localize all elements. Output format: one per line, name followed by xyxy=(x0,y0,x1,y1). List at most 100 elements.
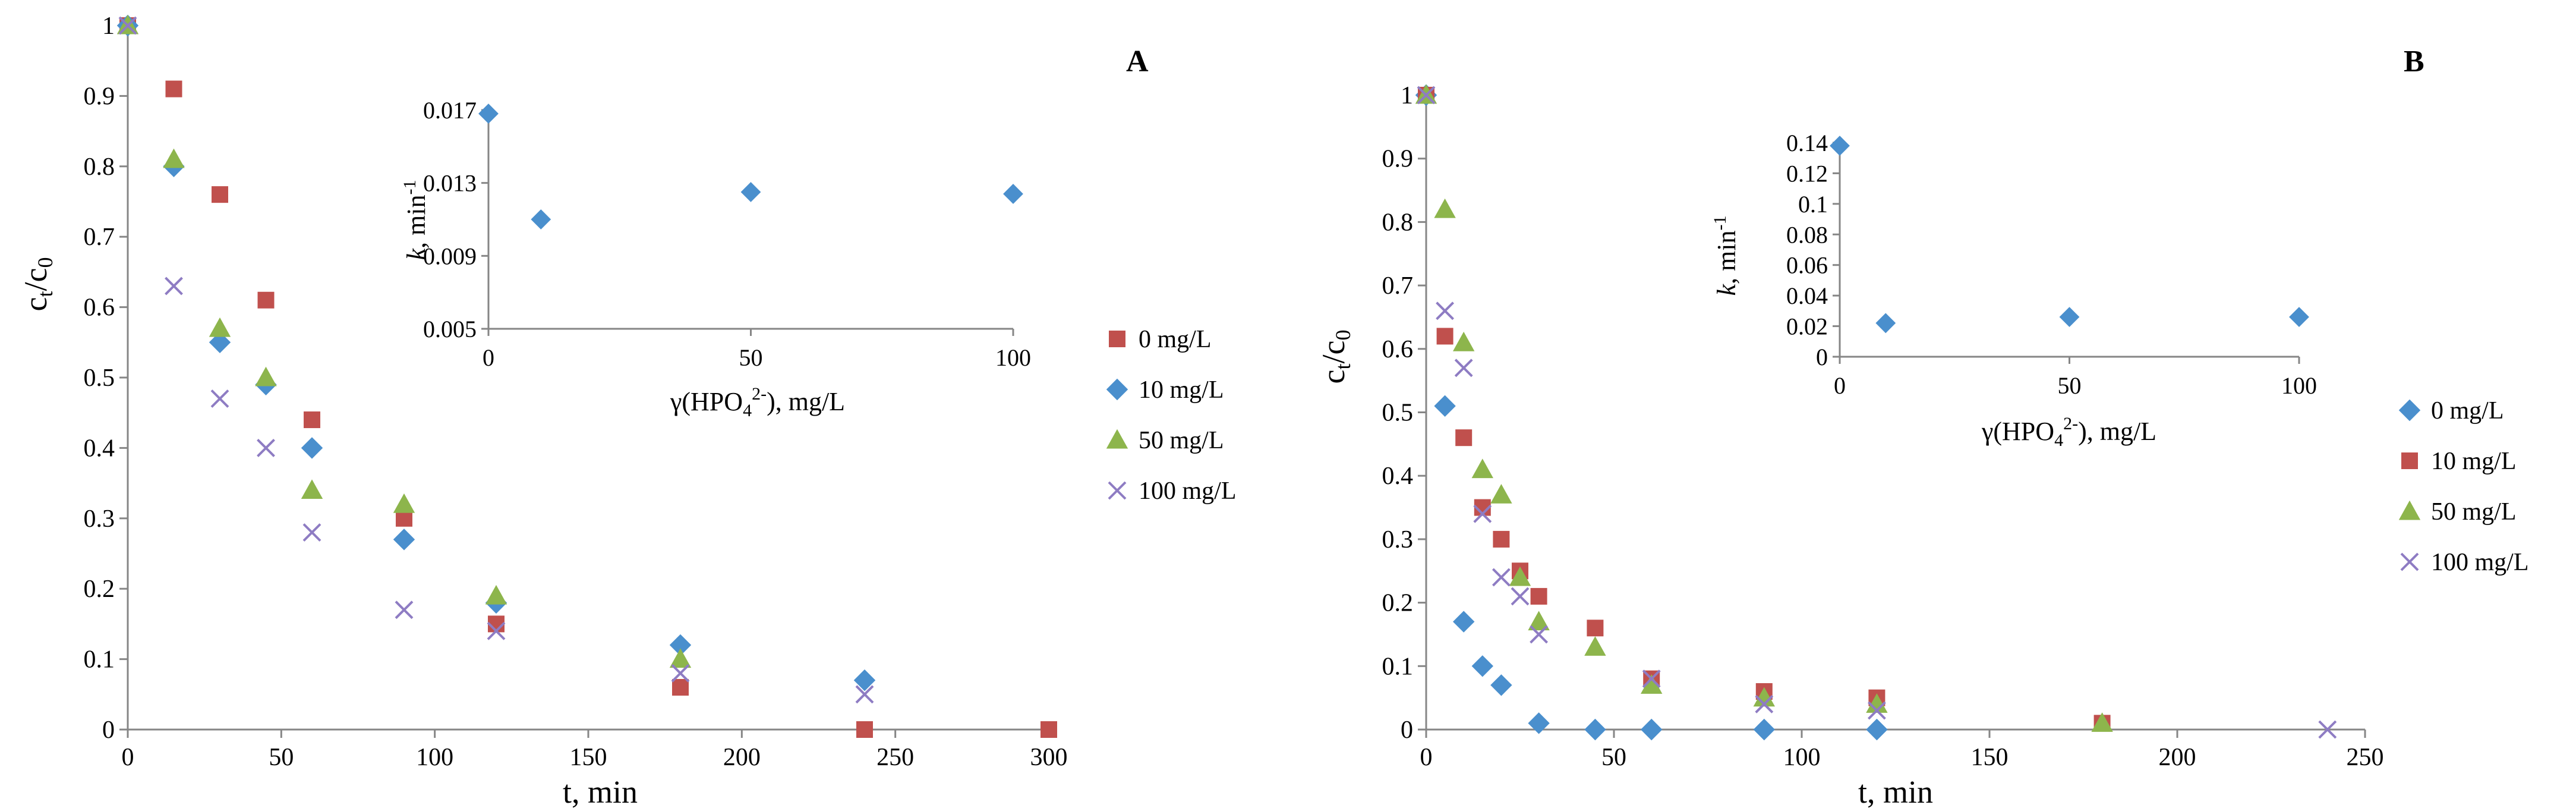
panel-b-inset-x-tick-label: 100 xyxy=(2281,372,2317,399)
panel-b-inset-points xyxy=(1830,136,2309,334)
panel-b-x-tick-label: 150 xyxy=(1971,744,2009,771)
panel-b-point xyxy=(1454,359,1473,378)
panel-a-x-tick-label: 200 xyxy=(723,744,761,771)
panel-b-x-tick-label: 100 xyxy=(1783,744,1821,771)
panel-b-inset-point xyxy=(1830,136,1850,156)
panel-a-y-tick-label: 0.4 xyxy=(84,435,115,462)
panel-a-y-tick-label: 0.9 xyxy=(84,83,115,110)
panel-b-point xyxy=(1434,395,1456,417)
panel-b-point xyxy=(1642,669,1661,689)
panel-b-point xyxy=(1753,687,1775,707)
panel-b-inset-y-tick-label: 0.14 xyxy=(1786,130,1828,156)
panel-b-point xyxy=(1490,674,1512,696)
panel-a-inset-point xyxy=(478,103,499,124)
panel-b-y-tick-label: 0.9 xyxy=(1382,146,1414,173)
panel-a-inset-points xyxy=(478,103,1023,230)
panel-b-y-axis-label: ct/c0 xyxy=(1316,330,1355,384)
panel-b-x-axis-label: t, min xyxy=(1858,774,1933,810)
panel-a-point xyxy=(669,634,692,656)
panel-a-legend-marker xyxy=(1109,331,1125,347)
panel-b-point xyxy=(1490,484,1512,504)
panel-b-inset-x-tick-label: 50 xyxy=(2058,372,2082,399)
panel-b-data-points xyxy=(1415,84,2337,741)
panel-a-inset-point xyxy=(531,209,551,230)
panel-a-data-points xyxy=(116,14,1057,738)
panel-a-inset-x-tick-label: 0 xyxy=(483,344,494,371)
panel-a-y-tick-label: 0.1 xyxy=(84,646,115,674)
panel-a-point xyxy=(212,186,228,203)
panel-b-point xyxy=(1866,718,1888,741)
panel-a-inset-point xyxy=(1003,184,1023,204)
panel-a-legend-label: 50 mg/L xyxy=(1139,427,1224,454)
panel-b-inset-y-tick-label: 0.02 xyxy=(1786,313,1828,340)
panel-a-point xyxy=(301,437,323,459)
panel-a-letter: A xyxy=(1126,45,1149,78)
panel-b-y-tick-label: 0.2 xyxy=(1382,590,1414,617)
panel-a-inset-chart: k, min-1 γ(HPO42-), mg/L 0 50 100 0.005 0.00… xyxy=(400,97,1031,420)
panel-a-y-tick-label: 0.3 xyxy=(84,505,115,533)
panel-b-legend-label: 100 mg/L xyxy=(2431,549,2529,576)
panel-a-point xyxy=(302,523,321,542)
panel-a-point xyxy=(209,331,231,353)
panel-a-point xyxy=(671,664,690,683)
panel-b-y-tick-label: 0.4 xyxy=(1382,463,1414,490)
panel-a-y-tick-label: 1 xyxy=(102,12,115,40)
panel-a-x-tick-label: 150 xyxy=(570,744,607,771)
panel-b-y-tick-label: 0.3 xyxy=(1382,526,1414,554)
panel-a-point xyxy=(165,276,183,296)
panel-b-inset-y-tick-label: 0.12 xyxy=(1786,160,1828,187)
panel-b-x-tick-label: 0 xyxy=(1420,744,1433,771)
panel-b-point xyxy=(1417,86,1436,105)
panel-b-legend: 0 mg/L 10 mg/L 50 mg/L 100 mg/L xyxy=(2398,397,2529,576)
panel-a: A t, min ct/c0 0 50 100 150 200 250 30000.10.2… xyxy=(18,12,1237,810)
panel-b-point xyxy=(2091,712,2113,732)
panel-b-point xyxy=(1584,636,1606,656)
panel-a-point xyxy=(487,621,506,640)
panel-b-legend-marker xyxy=(2398,399,2421,422)
panel-b-point xyxy=(1493,530,1510,548)
panel-b-inset-y-tick-label: 0.04 xyxy=(1786,282,1828,309)
panel-a-inset-x-tick-label: 100 xyxy=(995,344,1031,371)
panel-b-point xyxy=(1455,429,1473,447)
panel-b-point xyxy=(1587,620,1604,637)
panel-b-y-tick-label: 0.7 xyxy=(1382,272,1414,300)
panel-b-inset-y-tick-label: 0 xyxy=(1816,344,1828,370)
panel-b-point xyxy=(1530,625,1549,644)
panel-a-point xyxy=(1041,721,1057,738)
panel-a-inset-y-tick-label: 0.013 xyxy=(423,170,477,197)
panel-b-inset-x-tick-label: 0 xyxy=(1834,372,1846,399)
panel-b-point xyxy=(2318,720,2337,739)
panel-a-inset-y-label: k, min-1 xyxy=(400,180,431,260)
panel-b-point xyxy=(1473,504,1492,523)
panel-a-legend-label: 10 mg/L xyxy=(1139,376,1224,404)
panel-a-legend-marker xyxy=(1106,429,1128,449)
panel-b-inset-point xyxy=(2289,307,2309,328)
panel-a-inset-x-tick-label: 50 xyxy=(739,344,763,371)
panel-b-point xyxy=(1509,566,1531,586)
panel-a-point xyxy=(304,411,320,429)
panel-a-y-axis-label: ct/c0 xyxy=(18,257,57,312)
panel-a-point xyxy=(210,389,229,408)
panel-b-inset-point xyxy=(1875,313,1896,334)
panel-a-inset-y-tick-label: 0.005 xyxy=(423,316,477,342)
panel-a-point xyxy=(855,685,874,704)
panel-b-inset-y-tick-label: 0.06 xyxy=(1786,252,1828,279)
panel-a-y-tick-label: 0.2 xyxy=(84,576,115,603)
panel-b-x-tick-label: 50 xyxy=(1601,744,1626,771)
panel-a-x-tick-label: 100 xyxy=(416,744,453,771)
panel-a-legend: 0 mg/L 10 mg/L 50 mg/L 100 mg/L xyxy=(1106,326,1237,505)
panel-b-main-axes: 0 50 100 150 200 25000.10.20.30.40.50.60.70.8… xyxy=(1382,82,2384,771)
panel-a-y-tick-label: 0.7 xyxy=(84,224,115,251)
panel-a-x-tick-label: 300 xyxy=(1030,744,1068,771)
panel-a-legend-marker xyxy=(1106,378,1128,401)
panel-a-y-tick-label: 0.8 xyxy=(84,153,115,181)
panel-a-point xyxy=(393,529,415,551)
panel-b-inset-point xyxy=(2059,307,2080,328)
panel-a-point xyxy=(672,678,689,696)
panel-b-legend-marker xyxy=(2400,552,2419,571)
panel-b-point xyxy=(1641,718,1663,741)
panel-b-point xyxy=(1753,718,1775,741)
panel-b-point xyxy=(1755,694,1774,713)
panel-b-point xyxy=(1436,301,1455,320)
